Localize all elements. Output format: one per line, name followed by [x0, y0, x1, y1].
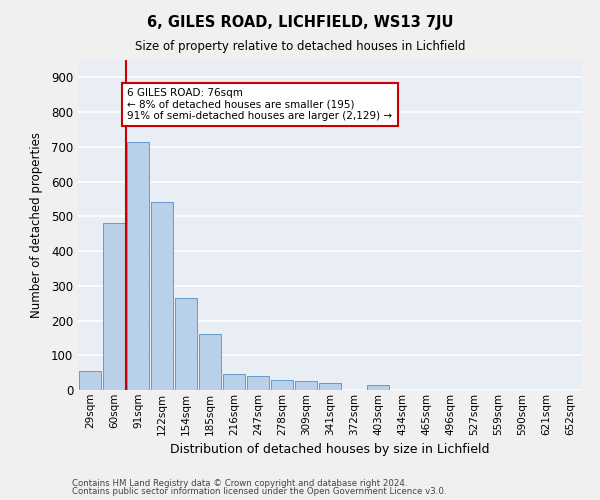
Bar [295, 382, 317, 390]
Text: Contains public sector information licensed under the Open Government Licence v3: Contains public sector information licen… [72, 487, 446, 496]
Bar [271, 380, 293, 390]
Bar [151, 202, 173, 390]
Y-axis label: Number of detached properties: Number of detached properties [29, 132, 43, 318]
Bar [247, 376, 269, 390]
Text: Contains HM Land Registry data © Crown copyright and database right 2024.: Contains HM Land Registry data © Crown c… [72, 478, 407, 488]
Bar [79, 371, 101, 390]
Bar [367, 385, 389, 390]
Text: 6 GILES ROAD: 76sqm
← 8% of detached houses are smaller (195)
91% of semi-detach: 6 GILES ROAD: 76sqm ← 8% of detached hou… [127, 88, 392, 121]
Bar [103, 224, 125, 390]
Bar [199, 334, 221, 390]
Bar [319, 383, 341, 390]
Bar [223, 374, 245, 390]
Bar [127, 142, 149, 390]
Text: Size of property relative to detached houses in Lichfield: Size of property relative to detached ho… [135, 40, 465, 53]
X-axis label: Distribution of detached houses by size in Lichfield: Distribution of detached houses by size … [170, 443, 490, 456]
Bar [175, 298, 197, 390]
Text: 6, GILES ROAD, LICHFIELD, WS13 7JU: 6, GILES ROAD, LICHFIELD, WS13 7JU [147, 15, 453, 30]
